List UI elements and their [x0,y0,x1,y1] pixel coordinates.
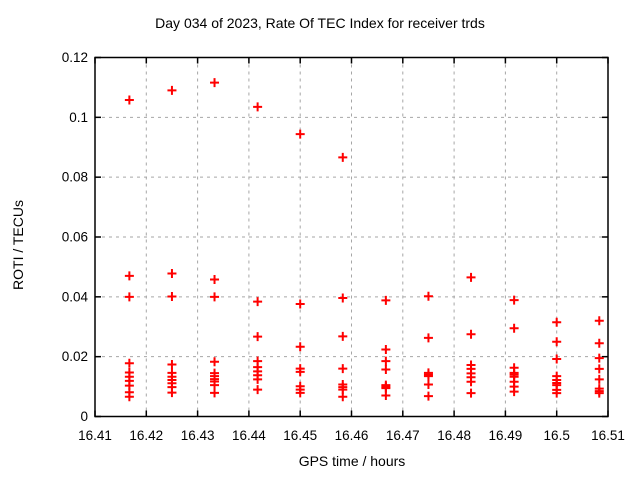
data-point-marker [124,271,134,281]
data-point-marker [167,292,177,302]
x-tick-label: 16.49 [489,428,523,443]
data-point-marker [594,374,604,384]
y-tick-label: 0.1 [69,110,88,125]
x-tick-label: 16.45 [283,428,317,443]
x-tick-label: 16.48 [437,428,471,443]
data-point-marker [423,391,433,401]
data-point-marker [253,102,263,112]
data-point-marker [552,317,562,327]
data-point-marker [210,388,220,398]
data-point-marker [295,129,305,139]
x-tick-label: 16.44 [232,428,266,443]
data-point-marker [338,364,348,374]
data-point-marker [295,367,305,377]
data-point-marker [338,293,348,303]
data-point-marker [210,380,220,390]
data-point-marker [124,358,134,368]
x-tick-label: 16.46 [335,428,369,443]
data-point-marker [594,338,604,348]
data-point-marker [509,323,519,333]
data-point-marker [167,359,177,369]
data-point-marker [167,388,177,398]
data-point-marker [594,364,604,374]
data-point-marker [552,388,562,398]
data-point-marker [124,95,134,105]
data-point-marker [167,85,177,95]
x-tick-label: 16.47 [386,428,420,443]
data-point-marker [167,268,177,278]
data-point-marker [253,374,263,384]
data-point-marker [210,357,220,367]
data-point-marker [594,388,604,398]
data-point-marker [552,337,562,347]
x-tick-label: 16.41 [78,428,112,443]
y-tick-label: 0.12 [62,50,88,65]
data-point-marker [338,331,348,341]
x-tick-label: 16.43 [181,428,215,443]
data-point-marker [466,377,476,387]
y-tick-label: 0.04 [62,289,89,304]
data-point-marker [295,299,305,309]
data-point-marker [338,152,348,162]
data-point-marker [423,379,433,389]
data-point-marker [423,371,433,381]
data-point-marker [210,292,220,302]
x-tick-label: 16.42 [129,428,163,443]
x-axis-label: GPS time / hours [298,453,406,469]
data-point-marker [466,329,476,339]
data-point-marker [295,388,305,398]
data-point-marker [381,356,391,366]
data-point-marker [381,365,391,375]
data-point-marker [594,316,604,326]
chart-title: Day 034 of 2023, Rate Of TEC Index for r… [155,15,485,31]
y-axis-label: ROTI / TECUs [10,200,26,290]
data-point-marker [594,353,604,363]
data-point-marker [295,342,305,352]
data-point-marker [466,388,476,398]
data-point-marker [210,274,220,284]
data-point-marker [253,385,263,395]
data-point-marker [381,295,391,305]
data-point-marker [253,297,263,307]
data-point-marker [381,391,391,401]
y-tick-label: 0.02 [62,349,88,364]
data-point-marker [338,392,348,402]
data-point-marker [124,292,134,302]
x-tick-label: 16.51 [591,428,625,443]
data-point-marker [423,333,433,343]
data-point-marker [509,387,519,397]
y-tick-label: 0 [80,409,88,424]
x-tick-label: 16.5 [544,428,570,443]
data-point-marker [423,291,433,301]
data-point-marker [124,392,134,402]
y-tick-label: 0.06 [62,230,88,245]
data-point-marker [552,354,562,364]
data-point-marker [210,78,220,88]
data-point-marker [381,344,391,354]
y-tick-label: 0.08 [62,170,88,185]
data-point-marker [509,295,519,305]
data-point-marker [253,332,263,342]
data-point-marker [466,272,476,282]
